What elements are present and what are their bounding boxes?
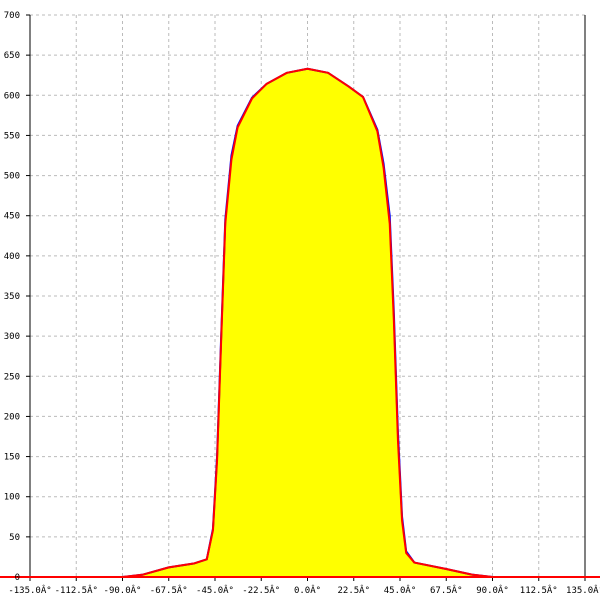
x-tick-label: 90.0Â° (476, 584, 509, 596)
area-fill-path (122, 68, 493, 577)
y-tick-label: 700 (4, 11, 20, 21)
area-fill (122, 68, 493, 577)
y-tick-label: 450 (4, 212, 20, 222)
y-tick-label: 100 (4, 493, 20, 503)
y-tick-label: 400 (4, 252, 20, 262)
y-tick-label: 500 (4, 172, 20, 182)
x-tick-label: 0.0Â° (294, 584, 321, 596)
x-tick-label: 112.5Â° (520, 584, 558, 596)
x-tick-label: -67.5Â° (150, 584, 188, 596)
y-tick-labels: 0 50 100 150 200 250 300 350 400 450 500 550 600 650 7… (4, 11, 20, 583)
axes (0, 14, 600, 581)
y-tick-label: 300 (4, 332, 20, 342)
x-tick-label: -90.0Â° (104, 584, 142, 596)
x-tick-label: -45.0Â° (196, 584, 234, 596)
y-tick-label: 350 (4, 292, 20, 302)
x-tick-label: -135.0Â° (8, 584, 51, 596)
x-tick-label: 45.0Â° (384, 584, 417, 596)
x-tick-label: 67.5Â° (430, 584, 463, 596)
x-tick-label: -112.5Â° (55, 584, 98, 596)
x-tick-label: 22.5Â° (337, 584, 370, 596)
x-tick-label: -22.5Â° (242, 584, 280, 596)
y-tick-label: 600 (4, 91, 20, 101)
y-tick-label: 550 (4, 131, 20, 141)
y-tick-label: 250 (4, 372, 20, 382)
y-tick-label: 200 (4, 412, 20, 422)
y-tick-label: 650 (4, 51, 20, 61)
x-tick-label: 135.0Â° (566, 584, 600, 596)
y-tick-label: 0 (15, 573, 20, 583)
x-tick-labels: -135.0Â° -112.5Â° -90.0Â° -67.5Â° -45.0Â° -22… (8, 584, 600, 596)
y-tick-label: 150 (4, 453, 20, 463)
y-tick-label: 50 (9, 533, 20, 543)
